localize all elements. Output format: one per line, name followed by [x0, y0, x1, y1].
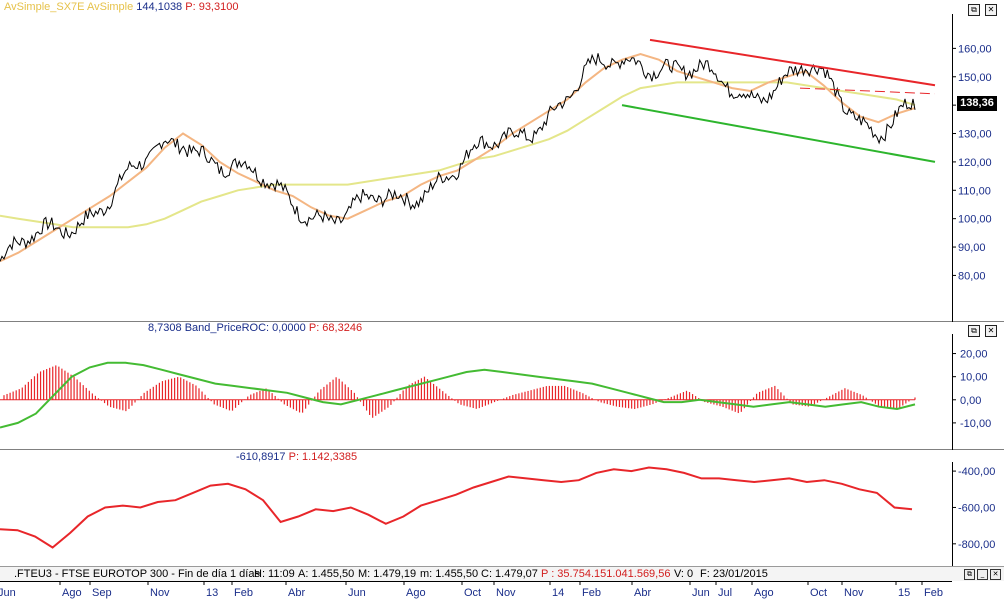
time-tick-label: Oct	[464, 587, 481, 599]
time-tick-label: Nov	[844, 587, 864, 599]
status-open: A: 1.455,50	[298, 568, 355, 580]
legend-p-value: P: 93,3100	[185, 1, 239, 13]
roc-signal-line	[0, 361, 916, 429]
time-tick-label: Abr	[288, 587, 305, 599]
restore-icon[interactable]: ⧉	[964, 569, 975, 580]
minimize-icon[interactable]: _	[977, 569, 988, 580]
oscillator-legend-value: -610,8917	[236, 451, 286, 463]
time-tick-label: 15	[898, 587, 910, 599]
status-symbol: .FTEU3 - FTSE EUROTOP 300 - Fin de día 1…	[14, 568, 260, 580]
oscillator-line	[0, 466, 913, 549]
roc-tick-label: -10,00	[960, 418, 991, 430]
legend-value: 144,1038	[136, 1, 183, 13]
price-tick-label: 120,00	[958, 157, 992, 169]
roc-panel-legend: 8,7308 Band_PriceROC: 0,0000 P: 68,3246	[148, 322, 362, 334]
time-tick-label: Jun	[0, 587, 16, 599]
oscillator-tick-label: -400,00	[958, 466, 995, 478]
restore-icon[interactable]: ⧉	[968, 4, 980, 16]
price-tick-label: 80,00	[958, 270, 986, 282]
roc-tick-label: 0,00	[960, 395, 981, 407]
status-close: C: 1.479,07	[481, 568, 538, 580]
restore-icon[interactable]: ⧉	[968, 325, 980, 337]
last-price-badge: 138,36	[957, 96, 997, 111]
price-tick-label: 90,00	[958, 242, 986, 254]
ma-slow-line	[0, 81, 916, 229]
time-axis: Jun Ago Sep Nov 13 Feb Abr Jun Ago Oct Nov 14 Feb Abr…	[0, 581, 952, 599]
price-tick-label: 130,00	[958, 129, 992, 141]
roc-legend-indicator: Band_PriceROC: 0,0000	[184, 322, 306, 334]
roc-axis-ticks: 20,00 10,00 0,00 -10,00	[952, 349, 991, 430]
legend-ma-fast: AvSimple_SX7E	[4, 1, 85, 13]
status-hour: H: 11:09	[254, 568, 295, 580]
status-date: F: 23/01/2015	[700, 568, 768, 580]
price-chart-panel[interactable]: 160,00150,00140,00130,00120,00110,00100,…	[0, 0, 1004, 322]
close-icon[interactable]: ✕	[990, 569, 1001, 580]
time-tick-label: Ago	[406, 587, 426, 599]
price-tick-label: 100,00	[958, 214, 992, 226]
oscillator-tick-label: -600,00	[958, 502, 995, 514]
time-tick-label: Jun	[348, 587, 366, 599]
price-tick-label: 150,00	[958, 72, 992, 84]
time-tick-label: Ago	[62, 587, 82, 599]
legend-ma-slow: AvSimple	[86, 1, 134, 13]
time-tick-label: Jul	[718, 587, 732, 599]
status-min: m: 1.455,50	[420, 568, 479, 580]
time-tick-label: Feb	[234, 587, 253, 599]
oscillator-tick-label: -800,00	[958, 539, 995, 551]
price-axis-ticks: 160,00150,00140,00130,00120,00110,00100,…	[952, 43, 992, 282]
ma-fast-line	[0, 53, 916, 263]
roc-legend-p-value: P: 68,3246	[308, 322, 363, 334]
close-icon[interactable]: ✕	[985, 325, 997, 337]
price-line	[0, 53, 916, 262]
oscillator-legend-p-value: P: 1.142,3385	[288, 451, 358, 463]
time-tick-label: Jun	[692, 587, 710, 599]
time-tick-label: Oct	[810, 587, 827, 599]
trendline-lower	[621, 104, 936, 163]
close-icon[interactable]: ✕	[985, 4, 997, 16]
time-tick-label: Feb	[924, 587, 943, 599]
oscillator-axis-ticks: -400,00 -600,00 -800,00	[952, 466, 995, 551]
oscillator-panel-legend: -610,8917 P: 1.142,3385	[236, 451, 357, 463]
oscillator-panel[interactable]: -400,00 -600,00 -800,00	[0, 450, 1004, 566]
trendline-upper	[649, 38, 936, 87]
price-panel-legend: AvSimple_SX7E AvSimple 144,1038 P: 93,31…	[4, 1, 238, 13]
time-tick-label: Feb	[582, 587, 601, 599]
status-bar: .FTEU3 - FTSE EUROTOP 300 - Fin de día 1…	[0, 566, 1004, 581]
price-tick-label: 110,00	[958, 185, 991, 197]
price-tick-label: 160,00	[958, 43, 992, 55]
roc-indicator-panel[interactable]: 20,00 10,00 0,00 -10,00	[0, 322, 1004, 450]
trendline-dashed	[799, 87, 936, 95]
time-tick-label: Nov	[496, 587, 516, 599]
time-tick-label: Sep	[92, 587, 112, 599]
time-tick-label: Nov	[150, 587, 170, 599]
roc-tick-label: 20,00	[960, 349, 988, 361]
time-tick-label: 13	[206, 587, 218, 599]
status-max: M: 1.479,19	[358, 568, 417, 580]
time-tick-label: Ago	[754, 587, 774, 599]
status-volume: V: 0	[674, 568, 694, 580]
time-tick-label: Abr	[634, 587, 651, 599]
status-p: P : 35.754.151.041.569,56	[541, 568, 671, 580]
roc-legend-value: 8,7308	[148, 322, 182, 334]
time-tick-label: 14	[552, 587, 564, 599]
roc-tick-label: 10,00	[960, 372, 988, 384]
